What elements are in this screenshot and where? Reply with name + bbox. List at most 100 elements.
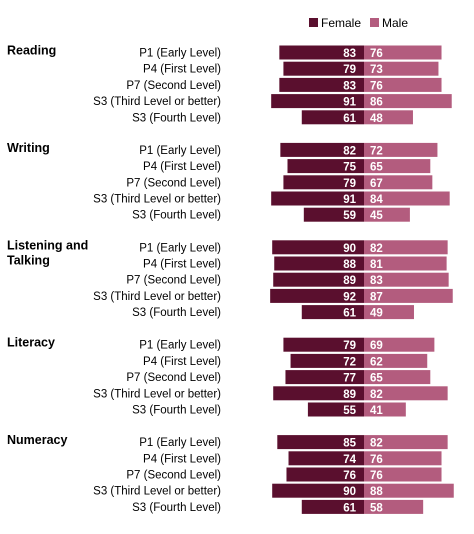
category-label: P1 (Early Level) <box>139 437 221 449</box>
category-label: S3 (Third Level or better) <box>93 486 221 498</box>
legend-swatch-male <box>370 18 379 27</box>
bar-male-literacy <box>364 402 406 417</box>
category-label: S3 (Fourth Level) <box>132 210 221 222</box>
category-label: P7 (Second Level) <box>126 177 221 189</box>
data-label-male: 76 <box>370 454 383 466</box>
bar-female-numeracy <box>301 499 364 514</box>
data-label-male: 48 <box>370 113 383 125</box>
legend-label-female: Female <box>321 16 361 30</box>
bar-male-listening-and-talking <box>364 240 448 255</box>
bar-male-literacy <box>364 386 448 401</box>
data-label-male: 41 <box>370 405 383 417</box>
data-label-male: 88 <box>370 486 383 498</box>
bar-male-writing <box>364 142 438 157</box>
category-label: S3 (Fourth Level) <box>132 307 221 319</box>
data-label-male: 65 <box>370 162 383 174</box>
group-title-listening-and-talking: Listening and <box>7 238 88 252</box>
bar-male-writing <box>364 207 410 222</box>
group-title-literacy: Literacy <box>7 336 55 350</box>
data-label-female: 75 <box>343 162 356 174</box>
data-label-male: 76 <box>370 80 383 92</box>
bar-female-reading <box>301 110 364 125</box>
category-label: P4 (First Level) <box>143 161 221 173</box>
bar-female-numeracy <box>277 435 364 450</box>
data-label-male: 49 <box>370 308 383 320</box>
bar-female-reading <box>279 45 364 60</box>
category-label: P7 (Second Level) <box>126 470 221 482</box>
data-label-male: 82 <box>370 438 383 450</box>
bar-male-reading <box>364 77 442 92</box>
data-label-female: 61 <box>343 308 356 320</box>
bar-male-listening-and-talking <box>364 256 447 271</box>
category-label: P7 (Second Level) <box>126 372 221 384</box>
bar-female-literacy <box>273 386 364 401</box>
legend-swatch-female <box>309 18 318 27</box>
bar-male-reading <box>364 45 442 60</box>
category-label: S3 (Fourth Level) <box>132 112 221 124</box>
bar-male-literacy <box>364 353 428 368</box>
group-title-listening-and-talking: Talking <box>7 253 50 267</box>
category-label: P1 (Early Level) <box>139 242 221 254</box>
bar-male-numeracy <box>364 467 442 482</box>
bar-male-numeracy <box>364 435 448 450</box>
group-title-numeracy: Numeracy <box>7 433 67 447</box>
bar-male-numeracy <box>364 499 424 514</box>
data-label-female: 61 <box>343 502 356 514</box>
data-label-female: 59 <box>343 210 356 222</box>
bar-male-listening-and-talking <box>364 272 449 287</box>
category-label: P4 (First Level) <box>143 453 221 465</box>
data-label-female: 85 <box>343 438 356 450</box>
data-label-female: 91 <box>343 194 356 206</box>
data-label-female: 91 <box>343 97 356 109</box>
category-label: P1 (Early Level) <box>139 340 221 352</box>
bar-male-writing <box>364 175 433 190</box>
category-label: P1 (Early Level) <box>139 145 221 157</box>
data-label-female: 90 <box>343 243 356 255</box>
bar-male-literacy <box>364 370 431 385</box>
bar-male-reading <box>364 94 452 109</box>
data-label-female: 74 <box>343 454 356 466</box>
data-label-male: 87 <box>370 291 383 303</box>
bar-female-literacy <box>283 337 364 352</box>
category-label: S3 (Third Level or better) <box>93 388 221 400</box>
data-label-female: 76 <box>343 470 356 482</box>
category-label: S3 (Third Level or better) <box>93 96 221 108</box>
bar-female-listening-and-talking <box>274 256 364 271</box>
bar-female-listening-and-talking <box>273 272 364 287</box>
data-label-female: 55 <box>343 405 356 417</box>
category-label: P7 (Second Level) <box>126 275 221 287</box>
bar-female-reading <box>271 94 364 109</box>
bar-female-numeracy <box>288 451 364 466</box>
category-label: P4 (First Level) <box>143 356 221 368</box>
data-label-male: 67 <box>370 178 383 190</box>
data-label-female: 90 <box>343 486 356 498</box>
data-label-male: 45 <box>370 210 383 222</box>
data-label-female: 88 <box>343 259 356 271</box>
bar-male-literacy <box>364 337 435 352</box>
category-label: S3 (Fourth Level) <box>132 502 221 514</box>
group-title-reading: Reading <box>7 44 56 58</box>
data-label-male: 69 <box>370 340 383 352</box>
data-label-female: 89 <box>343 389 356 401</box>
legend-label-male: Male <box>382 16 408 30</box>
data-label-male: 84 <box>370 194 383 206</box>
category-label: P7 (Second Level) <box>126 80 221 92</box>
data-label-female: 61 <box>343 113 356 125</box>
category-label: P4 (First Level) <box>143 259 221 271</box>
data-label-female: 82 <box>343 145 356 157</box>
bar-female-writing <box>271 191 364 206</box>
data-label-female: 77 <box>343 373 356 385</box>
data-label-female: 79 <box>343 340 356 352</box>
bar-female-writing <box>280 142 364 157</box>
bar-male-numeracy <box>364 451 442 466</box>
bar-female-writing <box>283 175 364 190</box>
category-label: S3 (Third Level or better) <box>93 291 221 303</box>
group-title-writing: Writing <box>7 141 50 155</box>
bar-female-writing <box>303 207 364 222</box>
data-label-male: 58 <box>370 502 383 514</box>
data-label-male: 62 <box>370 356 383 368</box>
bar-female-reading <box>283 61 364 76</box>
data-label-male: 72 <box>370 145 383 157</box>
data-label-male: 76 <box>370 48 383 60</box>
